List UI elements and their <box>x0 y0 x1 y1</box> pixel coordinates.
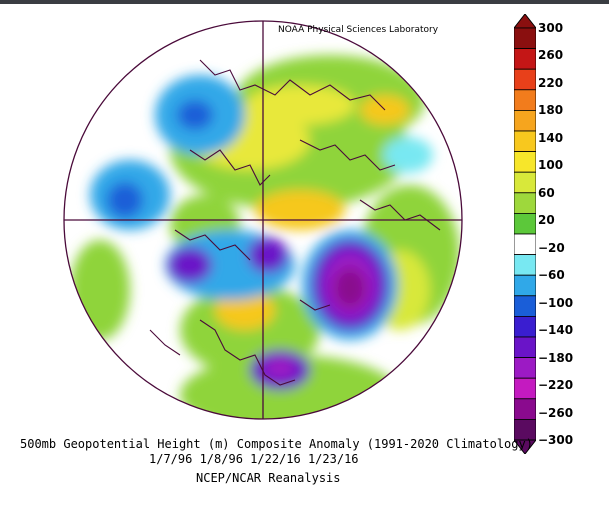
colorbar-tick-label: −140 <box>538 323 574 338</box>
colorbar-swatch <box>514 212 536 235</box>
colorbar-swatch <box>514 48 536 70</box>
colorbar-swatch <box>514 68 536 91</box>
caption-dates: 1/7/96 1/8/96 1/22/16 1/23/16 <box>149 452 359 466</box>
colorbar-swatch <box>514 254 536 276</box>
colorbar-tick-label: −300 <box>538 433 574 447</box>
colorbar-swatch <box>514 151 536 173</box>
colorbar-swatch <box>514 377 536 400</box>
colorbar-swatch <box>514 336 536 359</box>
colorbar-swatch <box>514 171 536 194</box>
colorbar-swatch <box>514 274 536 297</box>
colorbar-tick-label: −180 <box>538 350 574 365</box>
colorbar-tick-label: 60 <box>538 185 555 200</box>
colorbar-tick-label: 100 <box>538 158 564 173</box>
colorbar-swatch <box>514 233 536 256</box>
top-window-bar <box>0 0 609 4</box>
colorbar-tick-label: 180 <box>538 103 564 118</box>
colorbar-tick-label: 140 <box>538 130 564 145</box>
colorbar-swatch <box>514 27 536 50</box>
caption-title: 500mb Geopotential Height (m) Composite … <box>20 437 533 451</box>
colorbar-swatch <box>514 192 536 214</box>
colorbar-tick-label: 220 <box>538 75 564 90</box>
colorbar-swatch <box>514 130 536 153</box>
colorbar-swatch <box>514 89 536 111</box>
colorbar-tick-label: −20 <box>538 240 565 255</box>
colorbar-tick-label: 300 <box>538 21 564 35</box>
colorbar-swatch <box>514 398 536 420</box>
colorbar-tick-label: −60 <box>538 268 565 283</box>
colorbar <box>514 14 536 454</box>
colorbar-tick-label: −220 <box>538 378 574 393</box>
colorbar-tick-label: −100 <box>538 295 574 310</box>
colorbar-swatch <box>514 295 536 317</box>
caption-source: NCEP/NCAR Reanalysis <box>196 471 341 485</box>
colorbar-tick-label: −260 <box>538 405 574 420</box>
colorbar-tick-label: 20 <box>538 213 555 228</box>
colorbar-tick-label: 260 <box>538 48 564 63</box>
colorbar-swatch <box>514 110 536 132</box>
colorbar-swatch <box>514 357 536 379</box>
credit-label: NOAA Physical Sciences Laboratory <box>278 25 439 35</box>
colorbar-swatch <box>514 315 536 338</box>
